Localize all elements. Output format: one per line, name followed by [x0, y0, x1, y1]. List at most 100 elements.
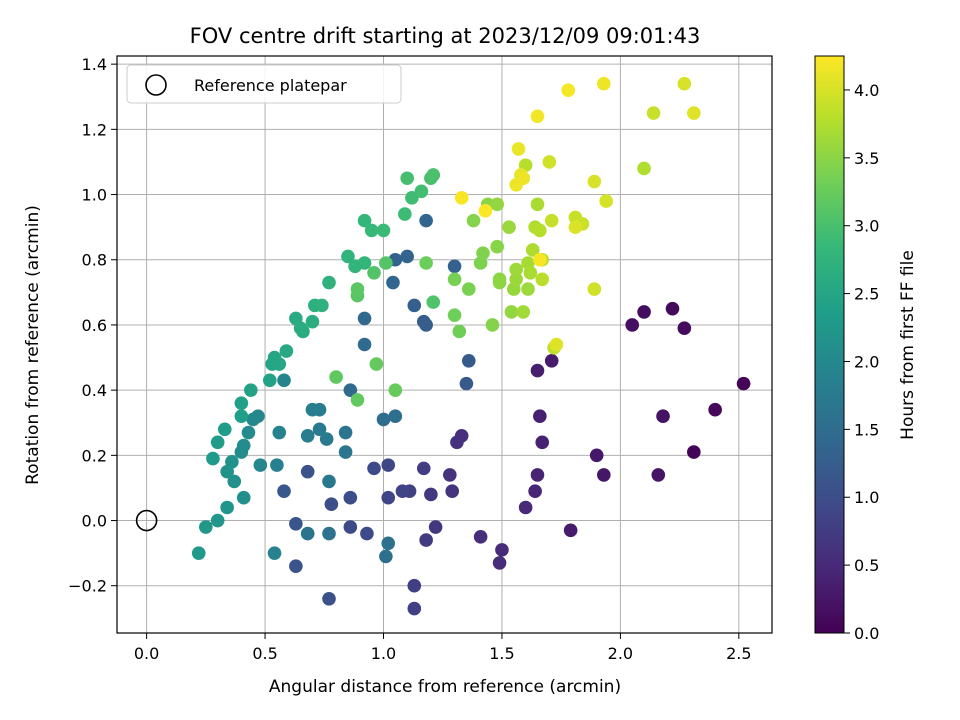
data-point [234, 396, 249, 410]
data-point [485, 318, 500, 332]
data-point [407, 578, 422, 593]
y-tick-label: 1.2 [82, 120, 107, 139]
legend-label: Reference platepar [194, 76, 347, 95]
data-point [236, 490, 251, 505]
data-point [322, 275, 336, 290]
colorbar-tick-label: 2.0 [854, 352, 879, 371]
x-tick-label: 1.0 [371, 644, 396, 663]
data-point [528, 484, 542, 498]
data-point [597, 468, 611, 482]
data-point [407, 298, 422, 313]
data-point [426, 168, 441, 182]
data-point [521, 282, 535, 296]
data-point [516, 305, 531, 319]
data-point [509, 177, 523, 192]
data-point [530, 468, 545, 482]
colorbar-tick-label: 1.5 [854, 420, 879, 439]
data-point [217, 422, 232, 437]
data-point [296, 324, 310, 339]
x-tick-label: 1.5 [489, 644, 514, 663]
data-point [381, 490, 396, 505]
data-point [407, 601, 422, 616]
y-tick-label: 0.8 [82, 251, 107, 270]
data-point [509, 272, 523, 287]
data-point [518, 500, 533, 515]
x-axis-label: Angular distance from reference (arcmin) [269, 677, 621, 697]
data-point [246, 412, 261, 427]
data-point [376, 223, 391, 238]
data-point [206, 451, 220, 466]
data-point [357, 337, 372, 352]
data-point [199, 520, 213, 534]
data-point [535, 435, 550, 450]
x-tick-label: 2.5 [726, 644, 751, 663]
data-point [210, 513, 225, 528]
y-tick-label: 0.4 [82, 381, 107, 400]
data-point [398, 207, 412, 221]
data-point [367, 265, 381, 280]
data-point [379, 549, 393, 564]
data-point [338, 445, 353, 459]
data-point [461, 282, 476, 296]
colorbar-tick-label: 1.0 [854, 488, 879, 507]
data-point [523, 265, 538, 280]
data-point [272, 357, 287, 371]
y-tick-label: 0.2 [82, 446, 107, 465]
x-tick-label: 2.0 [608, 644, 633, 663]
data-point [381, 458, 396, 472]
colorbar-tick-label: 0.0 [854, 624, 879, 643]
data-point [341, 249, 355, 264]
data-point [350, 393, 365, 407]
data-point [220, 500, 234, 515]
data-point [357, 256, 372, 270]
data-point [267, 546, 282, 560]
data-point [535, 272, 550, 287]
data-point [419, 256, 433, 270]
data-point [300, 464, 315, 479]
data-point [637, 161, 651, 176]
data-point [599, 194, 613, 208]
data-point [428, 520, 443, 534]
data-point [419, 533, 433, 547]
data-point [461, 353, 476, 368]
chart-title: FOV centre drift starting at 2023/12/09 … [190, 24, 701, 48]
data-point [319, 432, 334, 446]
data-point [466, 213, 481, 228]
data-point [533, 223, 547, 238]
data-point [447, 272, 462, 287]
data-point [262, 373, 277, 388]
data-point [350, 282, 365, 296]
data-point [386, 275, 400, 290]
data-point [272, 425, 287, 440]
data-point [530, 363, 545, 378]
data-point [315, 298, 329, 313]
data-point [400, 249, 414, 264]
data-point [533, 252, 547, 267]
data-point [210, 435, 225, 450]
y-axis-label: Rotation from reference (arcmin) [23, 205, 43, 485]
data-point [227, 474, 242, 489]
data-point [677, 321, 692, 336]
x-axis-ticks: 0.0 0.5 1.0 1.5 2.0 2.5 [134, 633, 752, 663]
data-point [445, 484, 459, 498]
data-point [459, 376, 474, 391]
legend-box [126, 64, 402, 104]
data-point [322, 474, 336, 489]
data-point [279, 344, 294, 358]
data-point [329, 370, 343, 384]
data-point [656, 409, 670, 424]
data-point [509, 262, 523, 277]
data-point [400, 171, 414, 186]
data-point [447, 259, 462, 274]
data-point [305, 402, 320, 417]
data-point [708, 402, 722, 417]
data-point [360, 526, 374, 541]
colorbar-tick-label: 0.5 [854, 556, 879, 575]
data-point [253, 458, 268, 472]
data-point [357, 213, 372, 228]
data-point [687, 445, 701, 459]
colorbar-tick-label: 3.5 [854, 149, 879, 168]
data-point [490, 239, 505, 254]
data-point [270, 458, 284, 472]
